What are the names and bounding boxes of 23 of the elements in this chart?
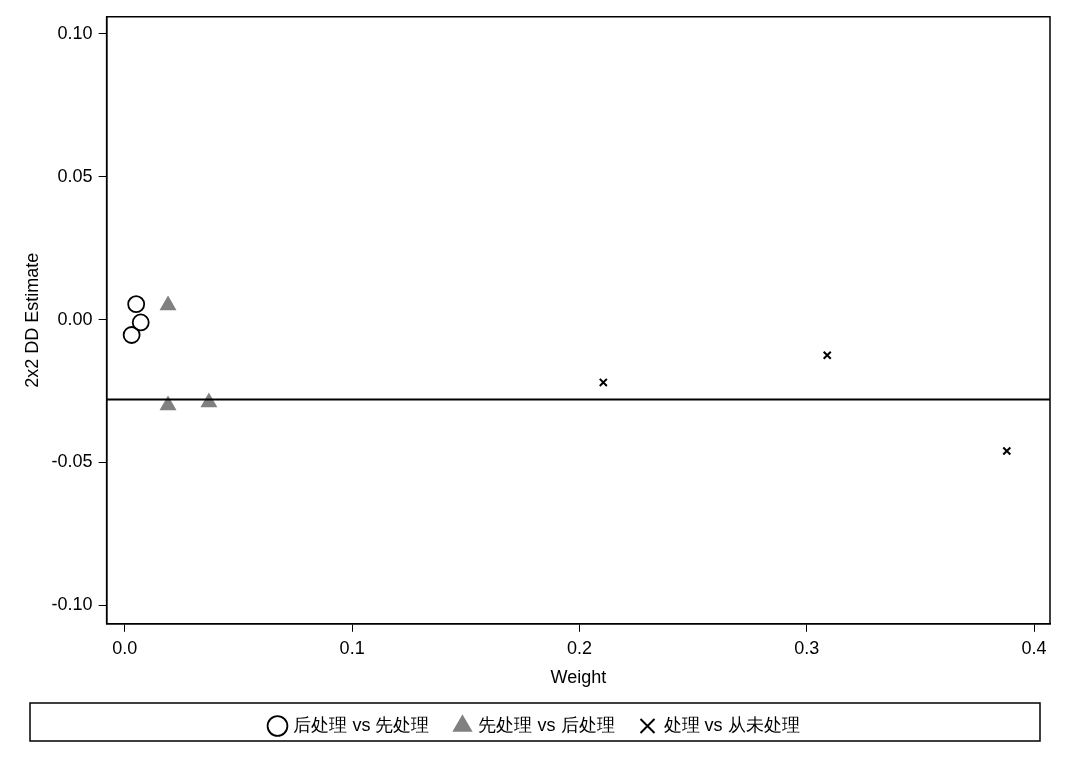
- x-tick-label: 0.4: [1021, 637, 1047, 658]
- legend-label: 处理 vs 从未处理: [663, 714, 800, 735]
- x-tick-label: 0.2: [566, 637, 592, 658]
- point: [1002, 446, 1012, 456]
- y-axis-title: 2x2 DD Estimate: [21, 252, 42, 388]
- legend-label: 先处理 vs 后处理: [478, 714, 615, 735]
- y-tick-label: -0.10: [51, 594, 93, 615]
- point: [131, 313, 150, 332]
- x-axis-title: Weight: [550, 667, 607, 688]
- legend-label: 后处理 vs 先处理: [293, 714, 430, 735]
- point: [822, 350, 832, 360]
- point: [127, 295, 146, 314]
- point: [122, 326, 141, 344]
- y-tick-label: -0.05: [51, 451, 93, 472]
- point: [160, 296, 176, 311]
- y-tick-label: 0.00: [57, 308, 93, 329]
- x-tick-label: 0.0: [112, 637, 138, 658]
- point: [598, 377, 608, 387]
- y-tick-label: 0.05: [57, 165, 93, 186]
- x-tick-label: 0.3: [794, 637, 820, 658]
- y-tick-label: 0.10: [57, 22, 93, 43]
- x-tick-label: 0.1: [339, 637, 365, 658]
- point: [160, 396, 176, 411]
